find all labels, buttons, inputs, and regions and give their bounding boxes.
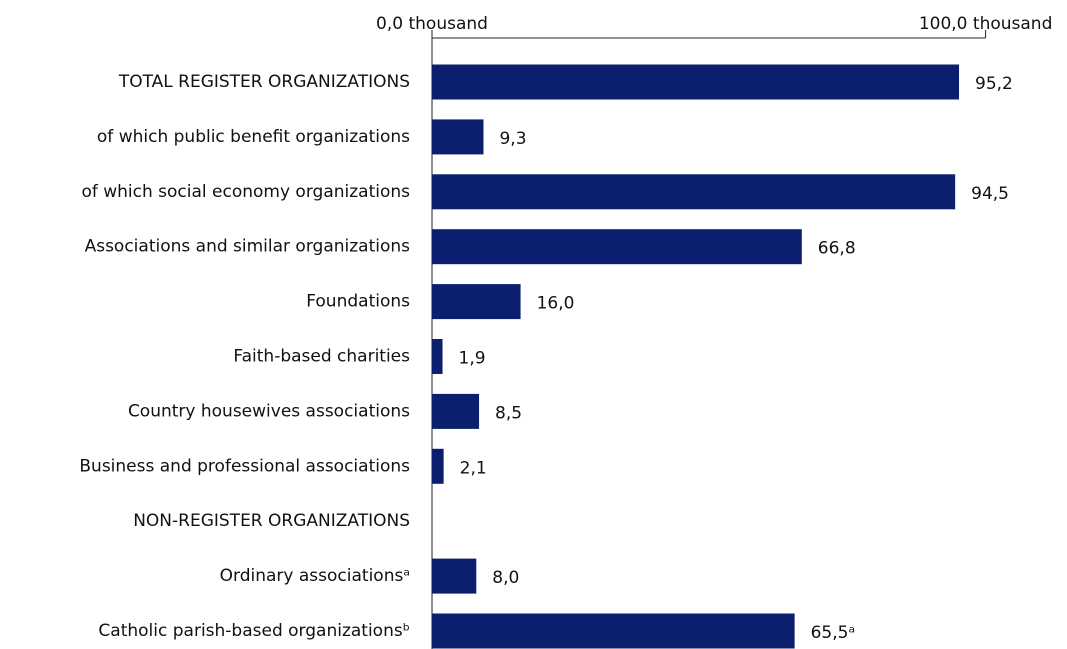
category-label: Catholic parish-based organizationsᵇ [98,621,410,641]
bar [432,448,444,484]
category-label: Business and professional associations [79,456,410,476]
category-label: TOTAL REGISTER ORGANIZATIONS [118,72,410,92]
data-label: 8,0 [492,568,519,588]
category-label: of which public benefit organizations [97,127,410,147]
data-label: 66,8 [818,239,856,259]
data-label: 65,5ᵃ [811,623,856,643]
bar [432,558,477,594]
data-label: 16,0 [537,294,575,314]
bar [432,64,960,100]
data-label: 8,5 [495,403,522,423]
category-label: Foundations [306,292,410,312]
bar [432,339,443,374]
x-tick-label: 0,0 thousand [376,14,488,34]
bar [432,393,480,429]
data-label: 95,2 [975,74,1013,94]
bar [432,174,956,210]
data-label: 94,5 [971,184,1009,204]
bar [432,284,521,320]
category-label: Faith-based charities [233,347,410,367]
bar [432,119,484,155]
bar [432,229,802,265]
bar [432,613,795,649]
category-label: Country housewives associations [128,401,410,421]
data-label: 9,3 [499,129,526,149]
category-label: NON-REGISTER ORGANIZATIONS [133,511,410,531]
category-label: Associations and similar organizations [85,237,411,257]
category-label: Ordinary associationsᵃ [220,566,410,586]
category-label: of which social economy organizations [81,182,410,202]
x-tick-label: 100,0 thousand [919,14,1053,34]
data-label: 1,9 [459,349,486,369]
data-label: 2,1 [460,458,487,478]
